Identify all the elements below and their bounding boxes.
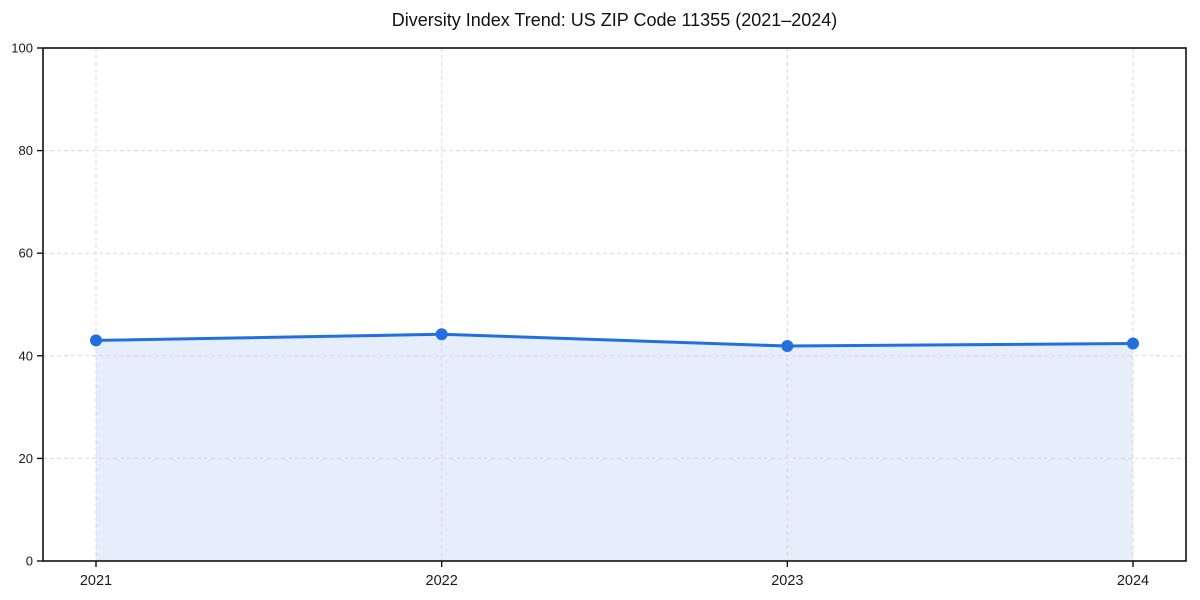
x-axis-tick-label: 2024 <box>1117 573 1149 589</box>
x-axis-tick-label: 2022 <box>426 573 458 589</box>
y-axis-tick-label: 60 <box>19 246 33 261</box>
data-point-marker <box>1127 337 1139 350</box>
y-axis-tick-label: 80 <box>19 143 33 158</box>
trend-line <box>94 332 1135 348</box>
y-axis-tick-label: 20 <box>19 451 33 466</box>
data-point-marker <box>90 334 102 347</box>
x-axis-tick-label: 2023 <box>771 573 803 589</box>
chart-title: Diversity Index Trend: US ZIP Code 11355… <box>391 10 838 30</box>
data-point-marker <box>435 328 448 341</box>
axis-frame <box>42 47 1187 562</box>
y-axis-tick-label: 0 <box>26 554 33 569</box>
y-axis-tick-label: 100 <box>11 41 33 56</box>
data-point-marker <box>781 340 794 353</box>
x-axis-tick-label: 2021 <box>80 573 112 589</box>
area-fill <box>96 334 1133 561</box>
y-axis-tick-label: 40 <box>19 348 33 363</box>
